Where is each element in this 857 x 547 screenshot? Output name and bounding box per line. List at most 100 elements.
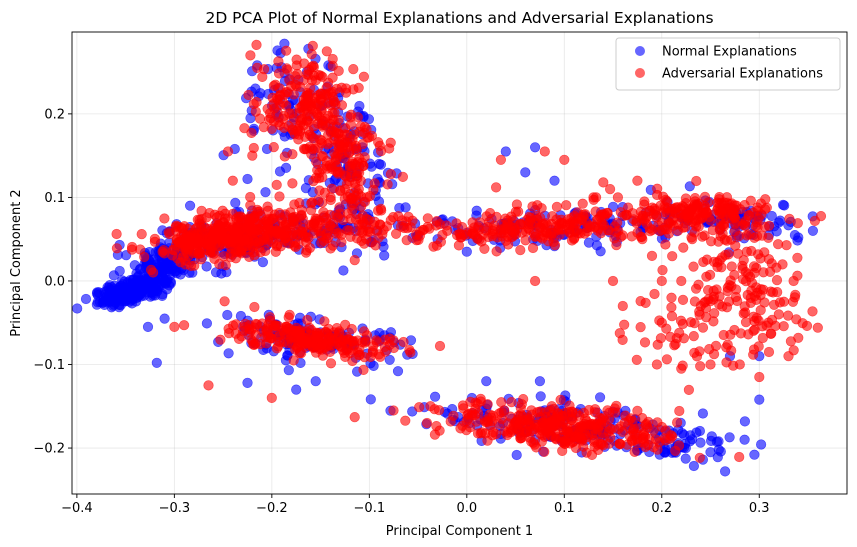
data-point bbox=[429, 429, 441, 440]
data-point bbox=[689, 318, 700, 329]
data-point bbox=[744, 210, 755, 221]
data-point bbox=[544, 419, 556, 430]
data-point bbox=[327, 114, 338, 125]
data-point bbox=[745, 195, 756, 206]
data-point bbox=[388, 405, 399, 416]
data-point bbox=[546, 401, 557, 412]
data-point bbox=[482, 435, 493, 446]
data-point bbox=[348, 63, 359, 75]
data-point bbox=[289, 199, 300, 210]
data-point bbox=[333, 65, 344, 76]
data-point bbox=[689, 227, 700, 238]
data-point bbox=[535, 391, 546, 402]
data-point bbox=[328, 95, 339, 107]
data-point bbox=[353, 188, 364, 199]
data-point bbox=[749, 291, 760, 302]
data-point bbox=[676, 275, 687, 287]
data-point bbox=[511, 449, 522, 461]
data-point bbox=[227, 175, 238, 186]
data-point bbox=[341, 83, 352, 94]
y-tick-label: 0.2 bbox=[44, 107, 65, 122]
data-point bbox=[339, 137, 350, 148]
data-point bbox=[555, 394, 566, 405]
data-point bbox=[744, 271, 756, 283]
data-point bbox=[692, 204, 703, 216]
data-point bbox=[457, 400, 469, 411]
data-point bbox=[318, 207, 329, 218]
data-point bbox=[476, 236, 487, 247]
data-point bbox=[294, 348, 305, 359]
x-tick-label: 0.0 bbox=[456, 501, 477, 516]
data-point bbox=[637, 234, 648, 245]
data-point bbox=[340, 351, 351, 363]
legend-marker-normal bbox=[635, 46, 645, 56]
data-point bbox=[268, 142, 279, 153]
data-point bbox=[589, 407, 601, 418]
data-point bbox=[495, 154, 507, 165]
data-point bbox=[719, 197, 730, 208]
data-point bbox=[179, 320, 190, 331]
data-point bbox=[157, 246, 168, 257]
data-point bbox=[486, 412, 497, 423]
data-point bbox=[397, 171, 409, 182]
data-point bbox=[242, 377, 253, 389]
data-point bbox=[622, 439, 633, 450]
data-point bbox=[691, 175, 702, 187]
data-point bbox=[359, 337, 371, 348]
data-point bbox=[149, 233, 160, 244]
data-point bbox=[502, 219, 513, 230]
data-point bbox=[721, 357, 732, 368]
data-point bbox=[766, 328, 777, 339]
data-point bbox=[325, 358, 337, 369]
data-point bbox=[252, 62, 263, 74]
data-point bbox=[694, 452, 705, 463]
data-point bbox=[784, 213, 795, 224]
data-point bbox=[359, 326, 370, 337]
data-point bbox=[287, 178, 298, 189]
data-point bbox=[291, 54, 302, 65]
data-point bbox=[272, 239, 283, 250]
data-point bbox=[317, 163, 328, 174]
x-tick-label: −0.4 bbox=[61, 501, 93, 516]
data-point bbox=[688, 261, 699, 272]
y-tick-label: 0.0 bbox=[44, 274, 65, 289]
data-point bbox=[670, 445, 681, 456]
data-point bbox=[304, 322, 315, 333]
data-point bbox=[212, 226, 223, 238]
chart-title: 2D PCA Plot of Normal Explanations and A… bbox=[205, 9, 713, 27]
data-point bbox=[270, 79, 281, 90]
y-axis-label: Principal Component 2 bbox=[9, 189, 24, 336]
data-point bbox=[699, 230, 710, 241]
data-point bbox=[705, 447, 716, 458]
data-point bbox=[281, 227, 292, 238]
data-point bbox=[431, 216, 442, 227]
data-point bbox=[321, 46, 332, 57]
data-point bbox=[194, 214, 205, 226]
data-point bbox=[146, 264, 157, 276]
data-point bbox=[527, 242, 539, 254]
data-point bbox=[251, 39, 262, 51]
data-point bbox=[807, 225, 819, 236]
data-point bbox=[792, 218, 803, 229]
data-point bbox=[347, 157, 358, 168]
data-point bbox=[345, 172, 356, 183]
data-point bbox=[402, 223, 413, 234]
data-point bbox=[274, 90, 285, 101]
data-point bbox=[688, 331, 699, 342]
data-point bbox=[777, 259, 788, 270]
data-point bbox=[586, 449, 598, 461]
data-point bbox=[114, 265, 125, 277]
data-point bbox=[766, 210, 777, 222]
plot-frame bbox=[71, 31, 848, 495]
data-point bbox=[357, 210, 368, 221]
data-point bbox=[135, 278, 146, 289]
data-point bbox=[340, 319, 351, 330]
data-point bbox=[289, 325, 300, 336]
data-point bbox=[281, 63, 292, 74]
data-point bbox=[135, 244, 146, 255]
data-point bbox=[315, 94, 326, 105]
data-point bbox=[359, 152, 370, 163]
data-point bbox=[614, 328, 625, 339]
data-point bbox=[220, 221, 231, 233]
data-point bbox=[239, 218, 250, 229]
